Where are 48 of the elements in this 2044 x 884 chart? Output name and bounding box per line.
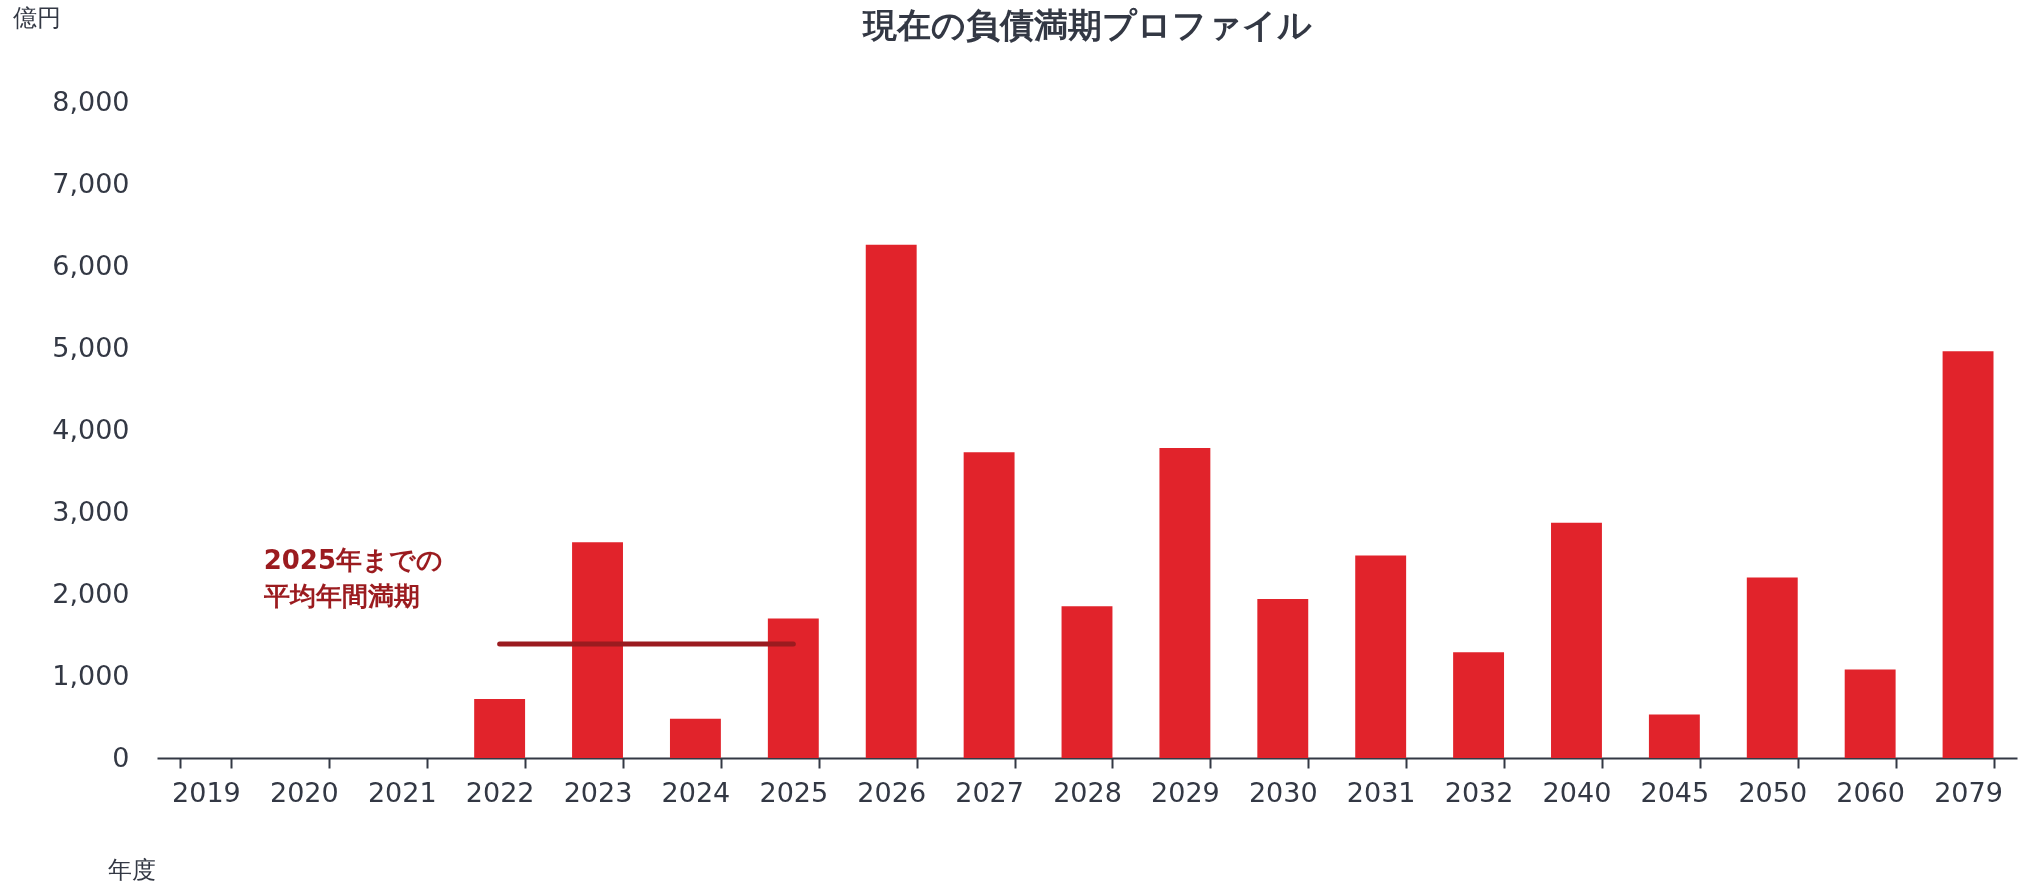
bar xyxy=(1257,598,1309,758)
x-tick-label: 2050 xyxy=(1738,776,1808,808)
x-tick-label: 2025 xyxy=(759,776,829,808)
y-tick-label: 1,000 xyxy=(52,659,130,691)
y-tick-label: 6,000 xyxy=(52,249,130,281)
bar xyxy=(1648,714,1700,758)
bar xyxy=(1453,652,1505,758)
y-tick-label: 2,000 xyxy=(52,577,130,609)
x-tick-label: 2079 xyxy=(1934,776,2003,808)
annotation: 2025年までの平均年間満期 xyxy=(262,545,444,612)
bar xyxy=(1551,522,1602,758)
chart-title: 現在の負債満期プロファイル xyxy=(861,5,1312,45)
y-tick-label: 5,000 xyxy=(52,331,130,363)
y-tick-label: 8,000 xyxy=(52,85,130,117)
bar xyxy=(767,618,819,758)
x-tick-label: 2020 xyxy=(269,776,339,808)
x-tick-label: 2031 xyxy=(1346,776,1416,808)
x-tick-label: 2021 xyxy=(367,776,437,808)
x-tick-label: 2029 xyxy=(1151,776,1220,808)
bar xyxy=(1746,577,1798,758)
bar xyxy=(865,244,917,758)
x-tick-label: 2024 xyxy=(661,776,731,808)
y-tick-label: 0 xyxy=(112,741,130,773)
bar xyxy=(474,698,526,758)
bar xyxy=(669,718,721,758)
bar xyxy=(1844,669,1896,758)
y-tick-label: 7,000 xyxy=(52,167,130,199)
bar xyxy=(963,452,1015,758)
bar xyxy=(1061,606,1113,758)
bar xyxy=(1942,351,1994,758)
x-tick-label: 2045 xyxy=(1640,776,1710,808)
x-tick-label: 2026 xyxy=(857,776,927,808)
x-tick-label: 2019 xyxy=(172,776,241,808)
x-tick-label: 2027 xyxy=(955,776,1024,808)
x-tick-label: 2028 xyxy=(1053,776,1122,808)
x-tick-label: 2032 xyxy=(1444,776,1514,808)
x-tick-label: 2023 xyxy=(563,776,633,808)
bar xyxy=(572,542,623,758)
x-tick-label: 2022 xyxy=(465,776,535,808)
x-tick-label: 2060 xyxy=(1836,776,1906,808)
y-tick-label: 4,000 xyxy=(52,413,130,445)
x-tick-label: 2030 xyxy=(1248,776,1318,808)
bar xyxy=(1355,555,1407,758)
y-axis-title: 億円 xyxy=(12,3,61,32)
y-tick-label: 3,000 xyxy=(52,495,130,527)
bar xyxy=(1159,448,1211,758)
x-tick-label: 2040 xyxy=(1542,776,1612,808)
x-axis-title: 年度 xyxy=(107,855,156,884)
